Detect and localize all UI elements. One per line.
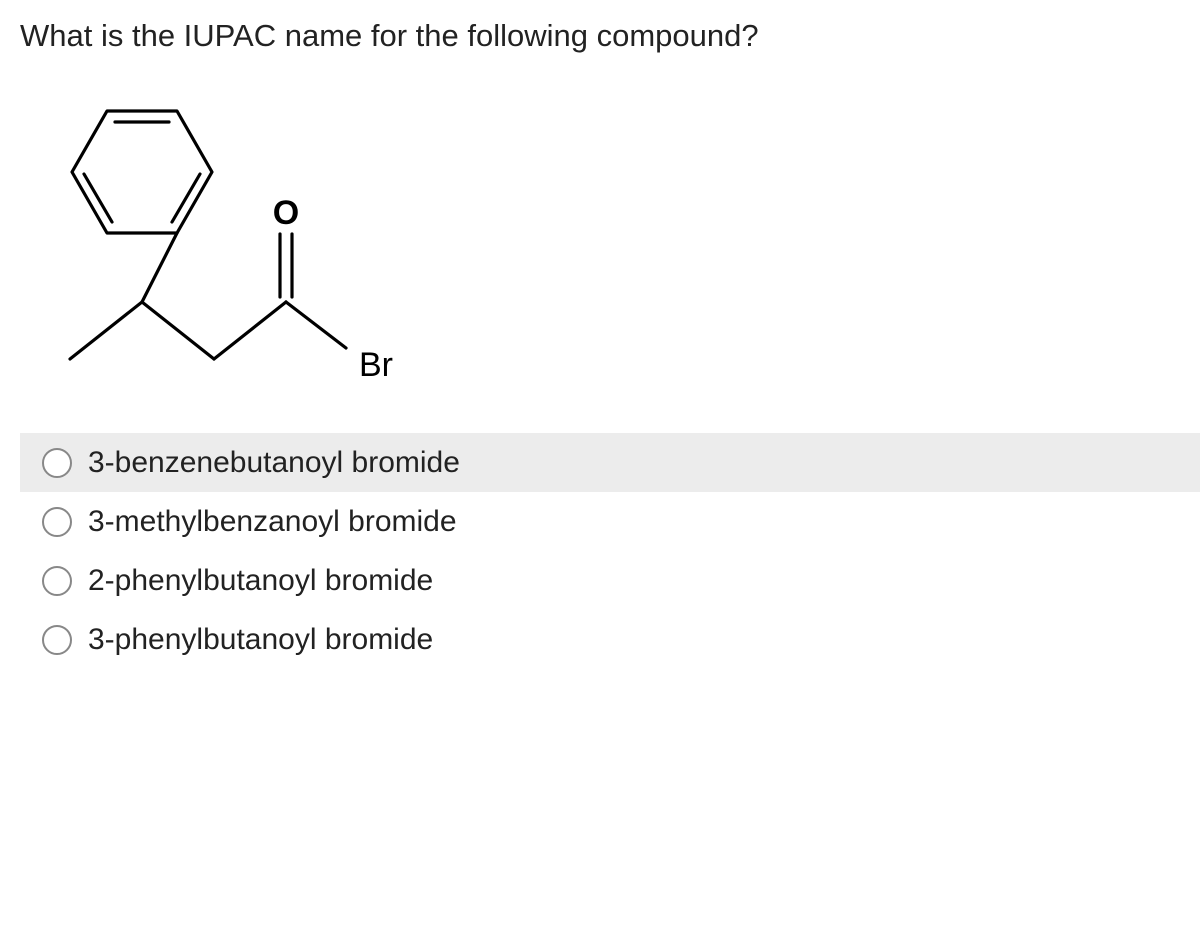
option-2[interactable]: 3-methylbenzanoyl bromide [20, 492, 1180, 551]
radio-icon[interactable] [42, 448, 72, 478]
oxygen-label: O [273, 194, 299, 232]
answer-options: 3-benzenebutanoyl bromide 3-methylbenzan… [20, 433, 1180, 669]
option-label: 2-phenylbutanoyl bromide [88, 561, 433, 600]
option-label: 3-methylbenzanoyl bromide [88, 502, 457, 541]
option-label: 3-phenylbutanoyl bromide [88, 620, 433, 659]
option-4[interactable]: 3-phenylbutanoyl bromide [20, 610, 1180, 669]
chemical-structure-diagram: O Br [20, 84, 1180, 389]
option-1[interactable]: 3-benzenebutanoyl bromide [20, 433, 1200, 492]
radio-icon[interactable] [42, 507, 72, 537]
radio-icon[interactable] [42, 566, 72, 596]
radio-icon[interactable] [42, 625, 72, 655]
question-text: What is the IUPAC name for the following… [20, 18, 1180, 54]
option-label: 3-benzenebutanoyl bromide [88, 443, 460, 482]
bromine-label: Br [359, 346, 393, 384]
option-3[interactable]: 2-phenylbutanoyl bromide [20, 551, 1180, 610]
